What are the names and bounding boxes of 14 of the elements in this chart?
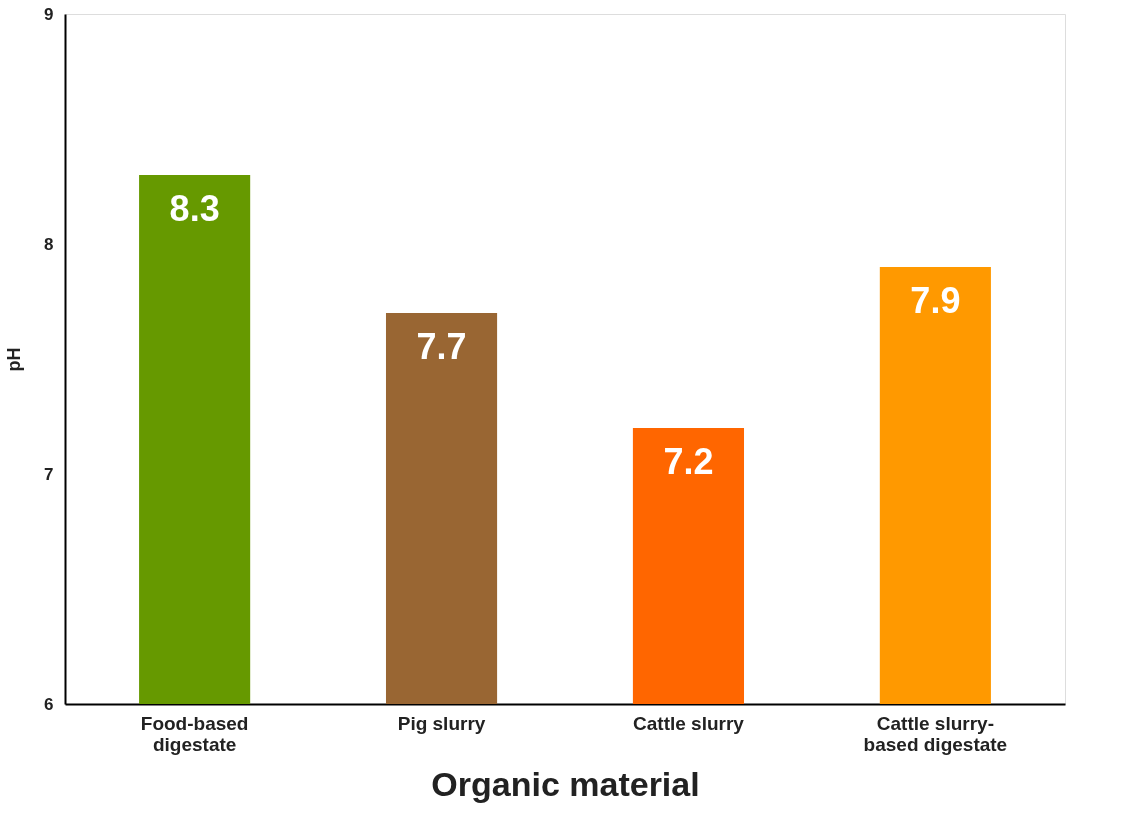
x-axis-title: Organic material xyxy=(431,764,700,803)
y-tick-label: 7 xyxy=(44,464,54,484)
x-tick-label: Food-based digestate xyxy=(140,712,249,755)
y-tick-label: 9 xyxy=(44,4,54,24)
y-axis-title: pH xyxy=(4,347,25,372)
data-label: 7.2 xyxy=(663,441,714,482)
data-label: 7.7 xyxy=(416,326,467,367)
data-label: 7.9 xyxy=(910,280,961,321)
y-tick-label: 6 xyxy=(44,694,54,714)
x-tick-label: Cattle slurry-based digestate xyxy=(863,712,1008,755)
x-tick-label: Pig slurry xyxy=(397,712,486,734)
data-label: 8.3 xyxy=(169,188,220,229)
y-tick-label: 8 xyxy=(44,234,54,254)
x-tick-label: Cattle slurry xyxy=(633,712,745,734)
